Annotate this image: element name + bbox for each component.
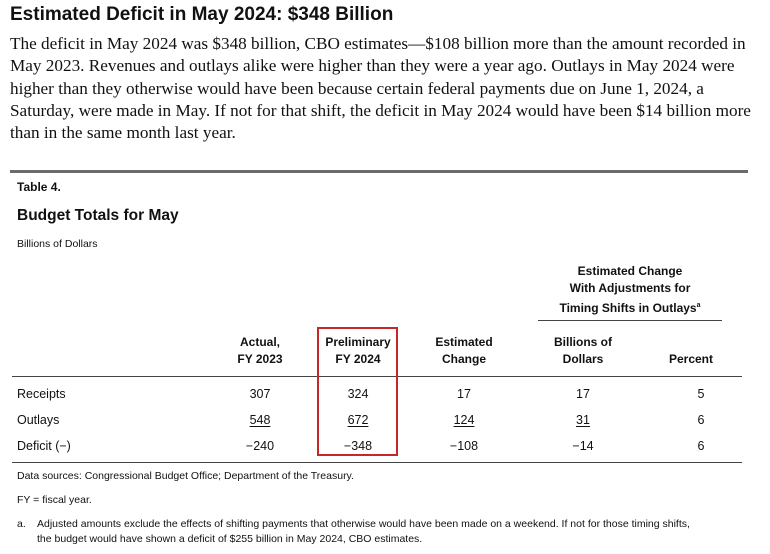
header-rule [12,376,742,377]
table-units: Billions of Dollars [17,238,98,250]
note-sources: Data sources: Congressional Budget Offic… [17,470,354,482]
table-number: Table 4. [17,180,61,194]
col-header-actual-line2: FY 2023 [237,352,283,366]
cell-deficit-preliminary: −348 [343,439,373,453]
row-label-outlays: Outlays [17,413,60,427]
footer-rule [12,462,742,463]
col-header-estimated: Estimated Change [419,334,509,368]
cell-receipts-preliminary: 324 [347,387,369,401]
cell-outlays-billions-value: 31 [576,413,590,427]
note-a-line2: the budget would have shown a deficit of… [37,533,423,545]
page-heading: Estimated Deficit in May 2024: $348 Bill… [10,4,394,25]
cell-receipts-billions: 17 [576,387,590,401]
cell-deficit-percent: 6 [697,439,705,453]
table-top-rule [10,170,748,173]
group-header: Estimated Change With Adjustments for Ti… [538,263,722,317]
col-header-preliminary: Preliminary FY 2024 [313,334,403,368]
cell-receipts-actual: 307 [249,387,271,401]
note-a-mark: a. [17,518,26,530]
table-title: Budget Totals for May [17,207,179,224]
cell-outlays-percent: 6 [697,413,705,427]
footnote-a-mark: a [696,302,701,309]
col-header-actual: Actual, FY 2023 [215,334,305,368]
col-header-estimated-line1: Estimated [435,335,493,349]
cell-outlays-actual: 548 [215,413,305,427]
row-label-deficit: Deficit (−) [17,439,71,453]
group-header-line1: Estimated Change [577,264,683,278]
row-label-receipts: Receipts [17,387,66,401]
note-a-line1: Adjusted amounts exclude the effects of … [37,518,690,530]
note-fy: FY = fiscal year. [17,494,92,506]
intro-paragraph: The deficit in May 2024 was $348 billion… [10,34,751,143]
group-header-rule [538,320,722,321]
cell-outlays-billions: 31 [538,413,628,427]
col-header-preliminary-line1: Preliminary [325,335,391,349]
col-header-billions-line2: Dollars [562,352,604,366]
col-header-actual-line1: Actual, [239,335,280,349]
preliminary-highlight-box [317,327,398,456]
cell-outlays-preliminary-value: 672 [347,413,369,427]
cell-deficit-estimated: −108 [449,439,479,453]
cell-outlays-preliminary: 672 [313,413,403,427]
col-header-preliminary-line2: FY 2024 [335,352,381,366]
col-header-percent: Percent [646,351,736,368]
col-header-percent-line1: Percent [668,352,714,366]
cell-deficit-actual: −240 [245,439,275,453]
cell-receipts-estimated: 17 [457,387,471,401]
col-header-billions: Billions of Dollars [538,334,628,368]
cell-deficit-billions: −14 [572,439,594,453]
note-a: a. Adjusted amounts exclude the effects o… [17,517,747,547]
cell-outlays-actual-value: 548 [249,413,271,427]
cell-outlays-estimated-value: 124 [453,413,475,427]
group-header-line2: With Adjustments for [569,281,691,295]
col-header-estimated-line2: Change [441,352,486,366]
cell-receipts-percent: 5 [697,387,705,401]
cell-outlays-estimated: 124 [419,413,509,427]
group-header-line3: Timing Shifts in Outlaysa [559,301,701,315]
col-header-billions-line1: Billions of [554,335,612,349]
